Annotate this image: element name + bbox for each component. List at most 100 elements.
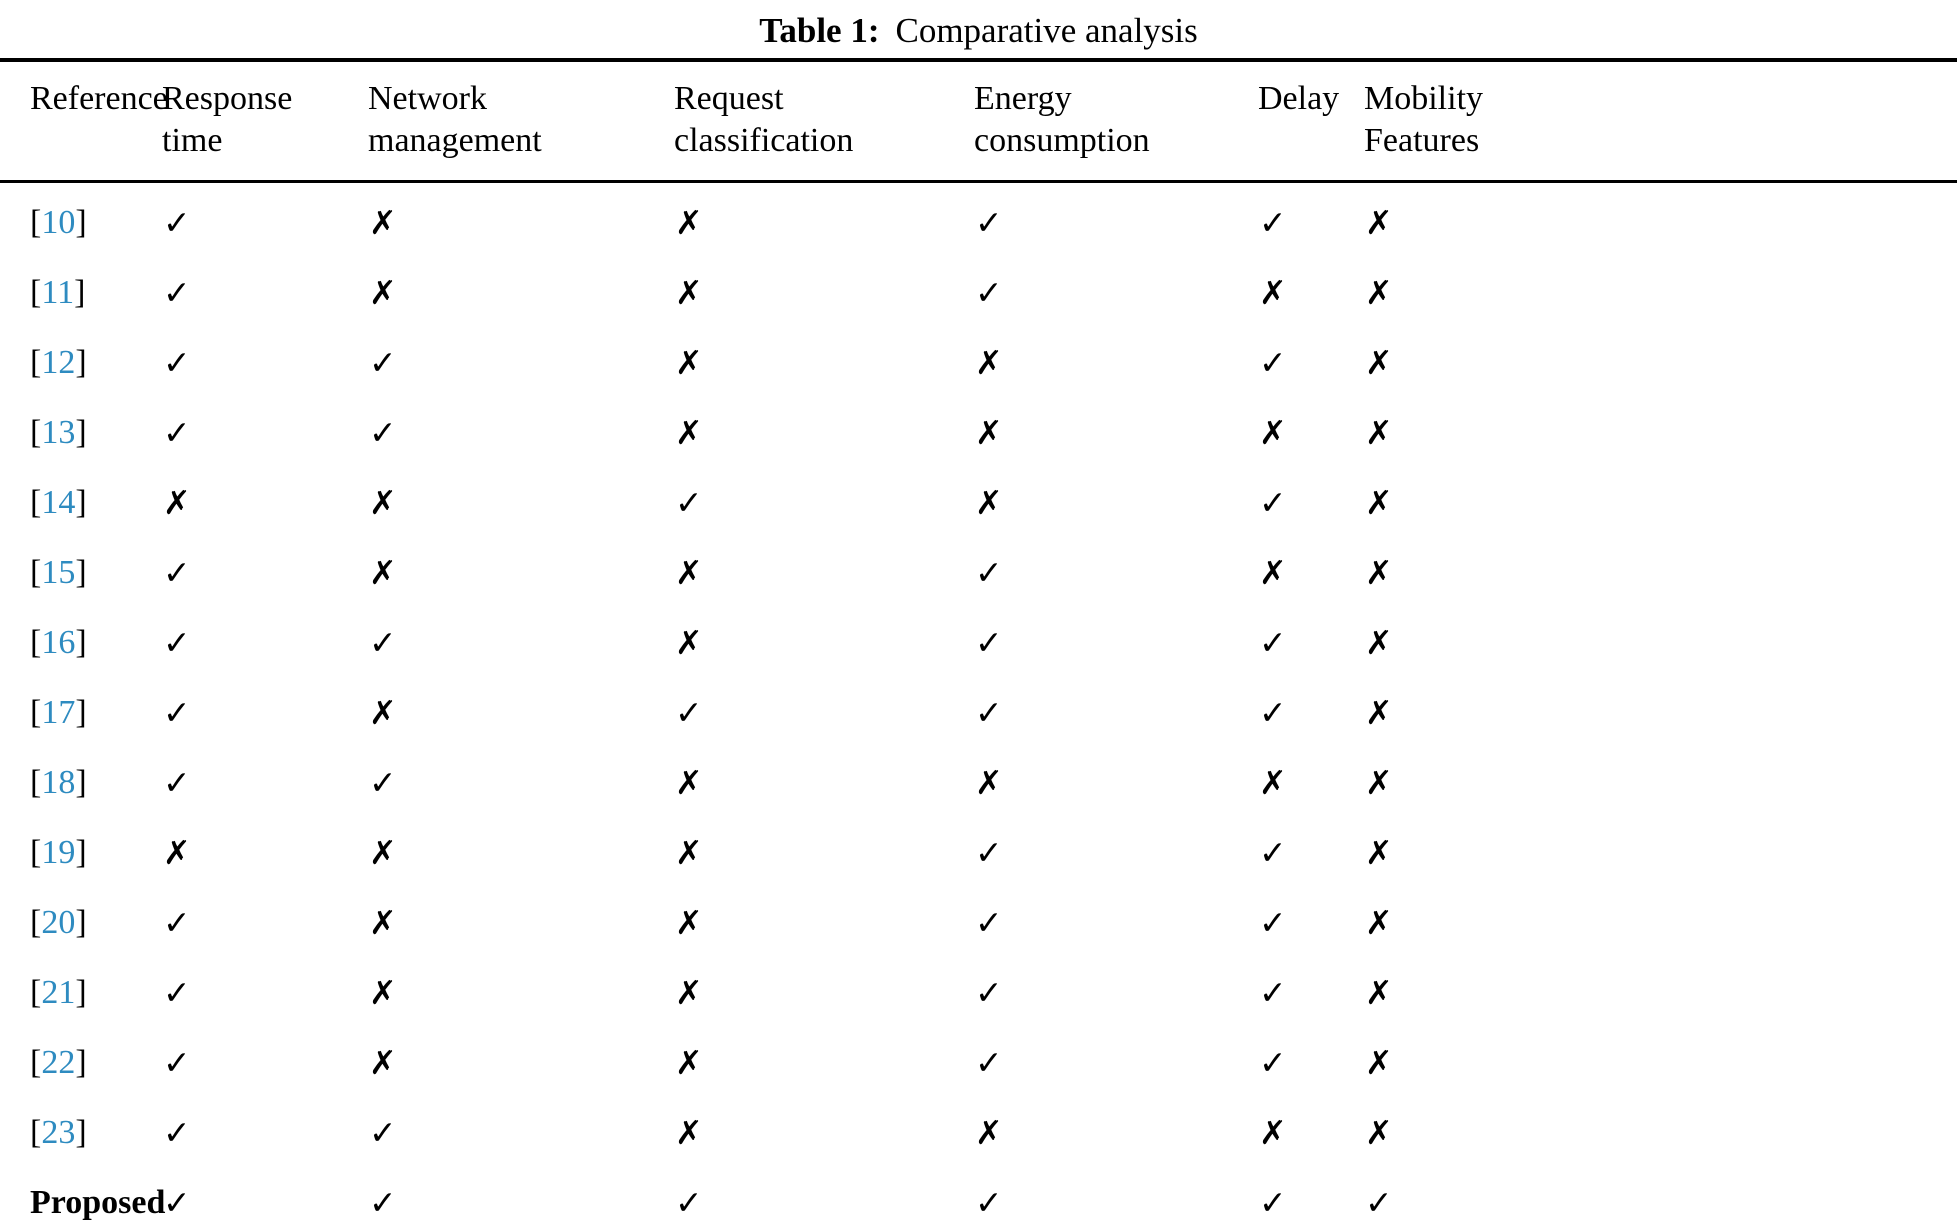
cross-icon: ✗ bbox=[369, 973, 397, 1013]
check-icon: ✓ bbox=[1259, 973, 1287, 1013]
check-cell: ✓ bbox=[368, 748, 674, 818]
check-icon: ✓ bbox=[1259, 623, 1287, 663]
citation-bracket-close: ] bbox=[75, 764, 87, 802]
reference-cell: [12] bbox=[0, 328, 162, 398]
check-cell: ✓ bbox=[162, 398, 368, 468]
cross-icon: ✗ bbox=[1259, 553, 1287, 593]
header-row: Reference Response time Network management… bbox=[0, 60, 1957, 184]
cross-icon: ✗ bbox=[1365, 693, 1393, 733]
check-icon: ✓ bbox=[163, 1113, 191, 1153]
check-cell: ✓ bbox=[162, 958, 368, 1028]
cross-cell: ✗ bbox=[974, 328, 1258, 398]
check-icon: ✓ bbox=[1259, 903, 1287, 943]
cross-cell: ✗ bbox=[1364, 538, 1957, 608]
cross-icon: ✗ bbox=[975, 483, 1003, 523]
check-cell: ✓ bbox=[162, 748, 368, 818]
cross-icon: ✗ bbox=[675, 553, 703, 593]
cross-icon: ✗ bbox=[675, 763, 703, 803]
cross-icon: ✗ bbox=[1365, 903, 1393, 943]
citation-link[interactable]: 20 bbox=[41, 904, 76, 942]
cross-cell: ✗ bbox=[1364, 678, 1957, 748]
cross-cell: ✗ bbox=[1258, 398, 1364, 468]
cross-cell: ✗ bbox=[674, 538, 974, 608]
citation-bracket-open: [ bbox=[30, 904, 42, 942]
cross-cell: ✗ bbox=[1364, 608, 1957, 678]
citation-bracket-close: ] bbox=[75, 624, 87, 662]
citation-link[interactable]: 11 bbox=[41, 274, 75, 312]
cross-cell: ✗ bbox=[368, 1028, 674, 1098]
check-icon: ✓ bbox=[369, 763, 397, 803]
citation-bracket-open: [ bbox=[30, 834, 42, 872]
citation-link[interactable]: 13 bbox=[41, 414, 76, 452]
citation-bracket-close: ] bbox=[75, 974, 87, 1012]
check-icon: ✓ bbox=[369, 623, 397, 663]
cross-cell: ✗ bbox=[1258, 258, 1364, 328]
citation-link[interactable]: 14 bbox=[41, 484, 76, 522]
check-icon: ✓ bbox=[1259, 833, 1287, 873]
column-header-delay: Delay bbox=[1258, 60, 1364, 184]
reference-cell: Proposed bbox=[0, 1168, 165, 1225]
cross-cell: ✗ bbox=[674, 748, 974, 818]
check-icon: ✓ bbox=[675, 1183, 703, 1223]
citation-bracket-close: ] bbox=[75, 694, 87, 732]
check-icon: ✓ bbox=[1259, 203, 1287, 243]
check-icon: ✓ bbox=[675, 693, 703, 733]
check-icon: ✓ bbox=[975, 203, 1003, 243]
cross-icon: ✗ bbox=[675, 343, 703, 383]
check-icon: ✓ bbox=[163, 553, 191, 593]
citation-link[interactable]: 21 bbox=[41, 974, 76, 1012]
citation-link[interactable]: 22 bbox=[41, 1044, 76, 1082]
check-icon: ✓ bbox=[1365, 1183, 1393, 1223]
citation-bracket-close: ] bbox=[74, 274, 86, 312]
citation-link[interactable]: 15 bbox=[41, 554, 76, 592]
citation-bracket-close: ] bbox=[75, 1044, 87, 1082]
citation-link[interactable]: 17 bbox=[41, 694, 76, 732]
table-row: [14] ✗ ✗ ✓ ✗ ✓ ✗ bbox=[0, 468, 1957, 538]
cross-cell: ✗ bbox=[162, 818, 368, 888]
citation-link[interactable]: 12 bbox=[41, 344, 76, 382]
check-cell: ✓ bbox=[368, 1098, 674, 1168]
cross-icon: ✗ bbox=[675, 413, 703, 453]
cross-icon: ✗ bbox=[675, 973, 703, 1013]
check-icon: ✓ bbox=[975, 623, 1003, 663]
table-body: [10] ✓ ✗ ✗ ✓ ✓ ✗ [11] ✓ ✗ ✗ ✓ ✗ ✗ [12] ✓ ✓ ✗ ✗ ✓ ✗ [13] ✓ ✓ ✗ ✗ ✗ ✗… bbox=[0, 182, 1957, 1225]
cross-icon: ✗ bbox=[675, 203, 703, 243]
citation-bracket-close: ] bbox=[75, 344, 87, 382]
cross-cell: ✗ bbox=[974, 468, 1258, 538]
table-caption-label: Table 1: bbox=[759, 11, 880, 50]
citation-bracket-close: ] bbox=[75, 834, 87, 872]
check-icon: ✓ bbox=[369, 1183, 397, 1223]
table-row: [18] ✓ ✓ ✗ ✗ ✗ ✗ bbox=[0, 748, 1957, 818]
check-icon: ✓ bbox=[163, 203, 191, 243]
check-icon: ✓ bbox=[163, 973, 191, 1013]
cross-cell: ✗ bbox=[368, 958, 674, 1028]
cross-icon: ✗ bbox=[1365, 203, 1393, 243]
cross-cell: ✗ bbox=[674, 182, 974, 259]
reference-cell: [23] bbox=[0, 1098, 162, 1168]
check-cell: ✓ bbox=[974, 678, 1258, 748]
cross-cell: ✗ bbox=[368, 678, 674, 748]
check-cell: ✓ bbox=[974, 538, 1258, 608]
check-icon: ✓ bbox=[163, 343, 191, 383]
citation-link[interactable]: 19 bbox=[41, 834, 76, 872]
check-cell: ✓ bbox=[162, 608, 368, 678]
check-icon: ✓ bbox=[163, 1183, 191, 1223]
cross-cell: ✗ bbox=[674, 398, 974, 468]
cross-cell: ✗ bbox=[162, 468, 368, 538]
reference-cell: [16] bbox=[0, 608, 162, 678]
check-cell: ✓ bbox=[674, 678, 974, 748]
citation-bracket-close: ] bbox=[75, 554, 87, 592]
citation-link[interactable]: 23 bbox=[41, 1114, 76, 1152]
cross-icon: ✗ bbox=[1259, 1113, 1287, 1153]
cross-icon: ✗ bbox=[369, 483, 397, 523]
citation-bracket-open: [ bbox=[30, 624, 42, 662]
citation-link[interactable]: 18 bbox=[41, 764, 76, 802]
citation-link[interactable]: 10 bbox=[41, 204, 76, 242]
check-cell: ✓ bbox=[974, 1168, 1258, 1225]
cross-cell: ✗ bbox=[674, 258, 974, 328]
table-row: [15] ✓ ✗ ✗ ✓ ✗ ✗ bbox=[0, 538, 1957, 608]
cross-cell: ✗ bbox=[674, 608, 974, 678]
cross-cell: ✗ bbox=[674, 888, 974, 958]
citation-link[interactable]: 16 bbox=[41, 624, 76, 662]
cross-icon: ✗ bbox=[163, 483, 191, 523]
